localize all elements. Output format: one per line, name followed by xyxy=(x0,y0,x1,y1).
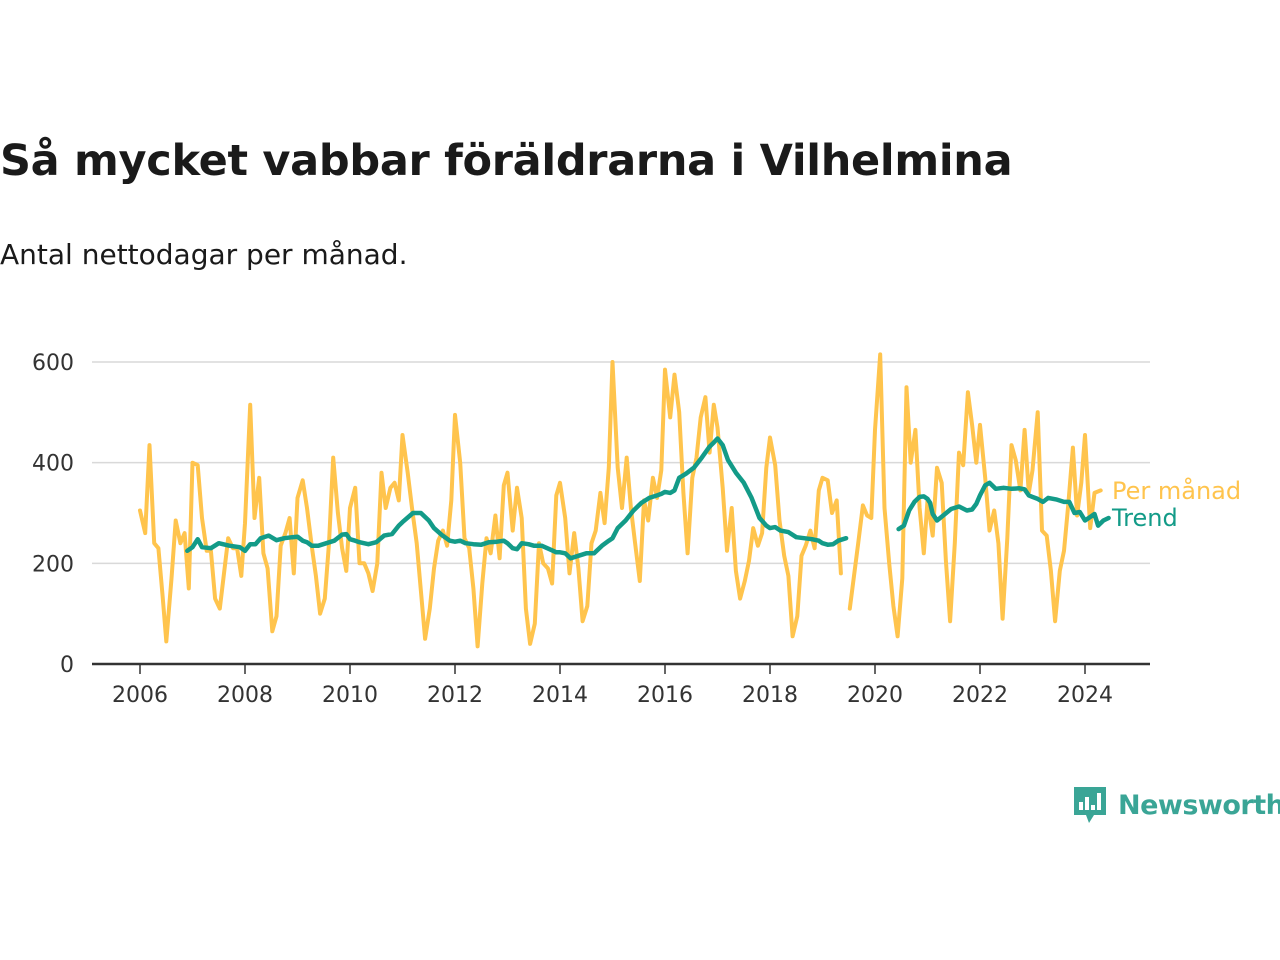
x-tick-label: 2006 xyxy=(112,683,168,708)
x-tick-label: 2008 xyxy=(217,683,273,708)
x-tick-label: 2018 xyxy=(742,683,798,708)
x-tick-label: 2020 xyxy=(847,683,903,708)
y-axis-ticks: 0 200 400 600 xyxy=(32,351,74,678)
y-tick-label: 400 xyxy=(32,452,74,477)
x-tick-label: 2012 xyxy=(427,683,483,708)
series-per-manad-line xyxy=(847,352,1103,639)
series-trend-line xyxy=(185,436,849,561)
x-tick-label: 2010 xyxy=(322,683,378,708)
brand-name: Newsworthy xyxy=(1118,789,1280,821)
series-lines xyxy=(138,352,1111,649)
legend-label-per-manad: Per månad xyxy=(1112,476,1241,505)
series-per-manad-line xyxy=(138,360,843,649)
x-axis: 2006 2008 2010 2012 2014 2016 2018 2020 2022 2024 xyxy=(92,662,1150,708)
series-trend-line xyxy=(896,480,1111,532)
brand-logo: Newsworthy xyxy=(1072,784,1280,826)
y-tick-label: 0 xyxy=(60,653,74,678)
y-tick-label: 200 xyxy=(32,552,74,577)
x-tick-label: 2016 xyxy=(637,683,693,708)
chart-subtitle: Antal nettodagar per månad. xyxy=(0,238,408,271)
newsworthy-logo-icon xyxy=(1074,787,1106,823)
y-tick-label: 600 xyxy=(32,351,74,376)
x-tick-label: 2014 xyxy=(532,683,588,708)
x-tick-label: 2024 xyxy=(1057,683,1113,708)
x-tick-label: 2022 xyxy=(952,683,1008,708)
legend-label-trend: Trend xyxy=(1111,504,1178,532)
gridlines xyxy=(92,361,1150,565)
chart-title: Så mycket vabbar föräldrarna i Vilhelmin… xyxy=(0,136,1013,186)
